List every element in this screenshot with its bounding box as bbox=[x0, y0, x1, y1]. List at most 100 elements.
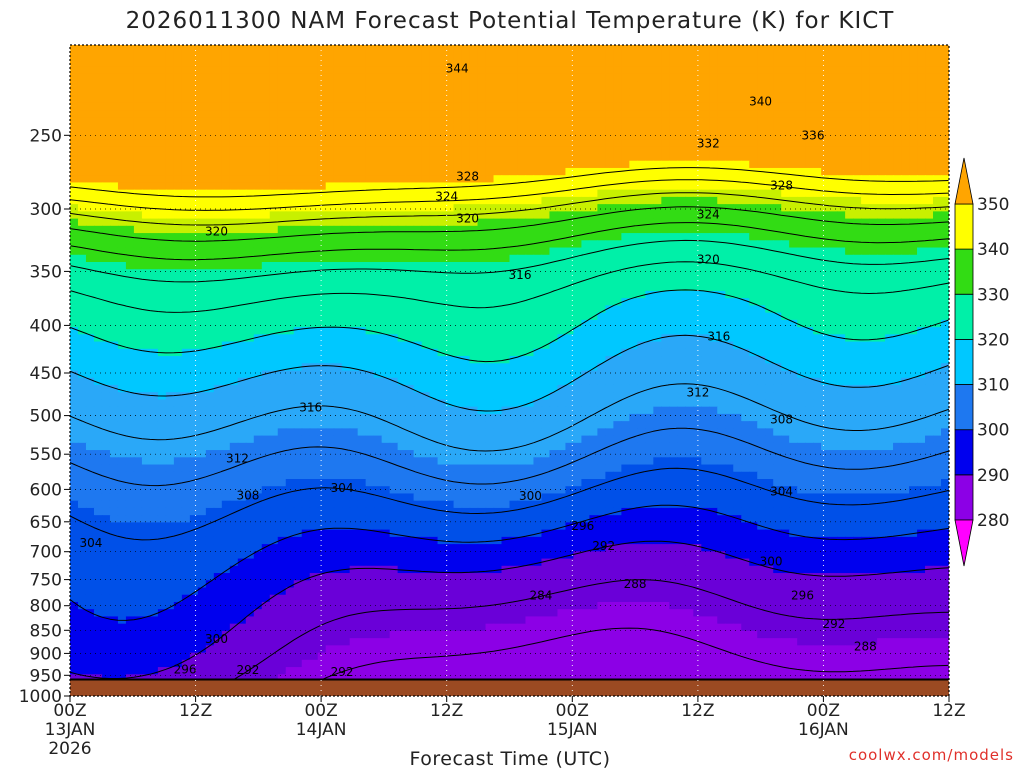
field-cell bbox=[149, 102, 159, 111]
field-cell bbox=[805, 298, 814, 306]
field-cell bbox=[277, 254, 287, 263]
field-cell bbox=[517, 305, 527, 314]
field-cell bbox=[485, 117, 495, 126]
field-cell bbox=[149, 160, 159, 169]
field-cell bbox=[621, 283, 630, 292]
field-cell bbox=[813, 131, 822, 140]
field-cell bbox=[109, 95, 119, 104]
field-cell bbox=[525, 59, 535, 68]
field-cell bbox=[813, 327, 822, 335]
field-cell bbox=[589, 59, 598, 68]
field-cell bbox=[781, 102, 790, 111]
field-cell bbox=[157, 52, 167, 61]
field-cell bbox=[557, 276, 567, 285]
field-cell bbox=[221, 88, 231, 97]
field-cell bbox=[293, 167, 303, 176]
field-cell bbox=[149, 117, 159, 126]
field-cell bbox=[805, 146, 814, 155]
field-cell bbox=[293, 312, 303, 321]
field-cell bbox=[653, 81, 662, 89]
field-cell bbox=[813, 196, 822, 205]
field-cell bbox=[853, 312, 862, 321]
field-cell bbox=[733, 160, 742, 169]
field-cell bbox=[581, 233, 591, 241]
field-cell bbox=[373, 269, 383, 278]
field-cell bbox=[77, 290, 87, 299]
field-cell bbox=[389, 211, 399, 220]
field-cell bbox=[557, 153, 567, 162]
field-cell bbox=[141, 276, 151, 285]
field-cell bbox=[285, 334, 295, 343]
field-cell bbox=[85, 218, 95, 227]
field-cell bbox=[141, 305, 151, 314]
field-cell bbox=[293, 73, 303, 82]
field-cell bbox=[829, 356, 838, 364]
field-cell bbox=[261, 319, 271, 328]
field-cell bbox=[189, 348, 199, 357]
field-cell bbox=[261, 110, 271, 118]
field-cell bbox=[205, 290, 215, 299]
field-cell bbox=[149, 196, 159, 205]
field-cell bbox=[725, 269, 734, 278]
field-cell bbox=[125, 262, 135, 270]
field-cell bbox=[813, 102, 822, 111]
field-cell bbox=[85, 73, 95, 82]
field-cell bbox=[757, 73, 766, 82]
field-cell bbox=[909, 117, 918, 126]
field-cell bbox=[437, 59, 447, 68]
field-cell bbox=[389, 319, 399, 328]
field-cell bbox=[805, 341, 814, 350]
field-cell bbox=[501, 146, 511, 155]
field-cell bbox=[645, 290, 654, 299]
field-cell bbox=[245, 167, 255, 176]
field-cell bbox=[421, 139, 431, 147]
field-cell bbox=[677, 327, 686, 335]
field-cell bbox=[597, 341, 606, 350]
field-cell bbox=[325, 218, 335, 227]
field-cell bbox=[133, 117, 143, 126]
field-cell bbox=[797, 102, 806, 111]
field-cell bbox=[717, 124, 726, 133]
field-cell bbox=[365, 124, 375, 133]
field-cell bbox=[469, 262, 479, 270]
field-cell bbox=[757, 305, 766, 314]
field-cell bbox=[557, 233, 567, 241]
field-cell bbox=[693, 240, 702, 249]
field-cell bbox=[493, 341, 503, 350]
field-cell bbox=[109, 225, 119, 234]
field-cell bbox=[565, 45, 575, 53]
field-cell bbox=[309, 102, 319, 111]
field-cell bbox=[381, 211, 391, 220]
field-cell bbox=[821, 73, 830, 82]
field-cell bbox=[893, 153, 902, 162]
field-cell bbox=[909, 211, 918, 220]
field-cell bbox=[845, 254, 854, 263]
field-cell bbox=[269, 182, 279, 191]
field-cell bbox=[581, 196, 591, 205]
field-cell bbox=[373, 298, 383, 306]
field-cell bbox=[589, 327, 598, 335]
field-cell bbox=[653, 131, 662, 140]
field-cell bbox=[837, 262, 846, 270]
field-cell bbox=[109, 348, 119, 357]
field-cell bbox=[149, 146, 159, 155]
field-cell bbox=[373, 167, 383, 176]
field-cell bbox=[189, 247, 199, 256]
field-cell bbox=[333, 283, 343, 292]
field-cell bbox=[573, 160, 583, 169]
field-cell bbox=[70, 269, 79, 278]
field-cell bbox=[437, 283, 447, 292]
field-cell bbox=[549, 283, 559, 292]
field-cell bbox=[869, 262, 878, 270]
field-cell bbox=[93, 102, 103, 111]
field-cell bbox=[373, 117, 383, 126]
field-cell bbox=[77, 233, 87, 241]
field-cell bbox=[429, 160, 439, 169]
field-cell bbox=[821, 95, 830, 104]
field-cell bbox=[733, 363, 742, 372]
field-cell bbox=[589, 254, 598, 263]
field-cell bbox=[925, 196, 934, 205]
field-cell bbox=[805, 52, 814, 61]
field-cell bbox=[85, 370, 95, 379]
field-cell bbox=[277, 175, 287, 184]
